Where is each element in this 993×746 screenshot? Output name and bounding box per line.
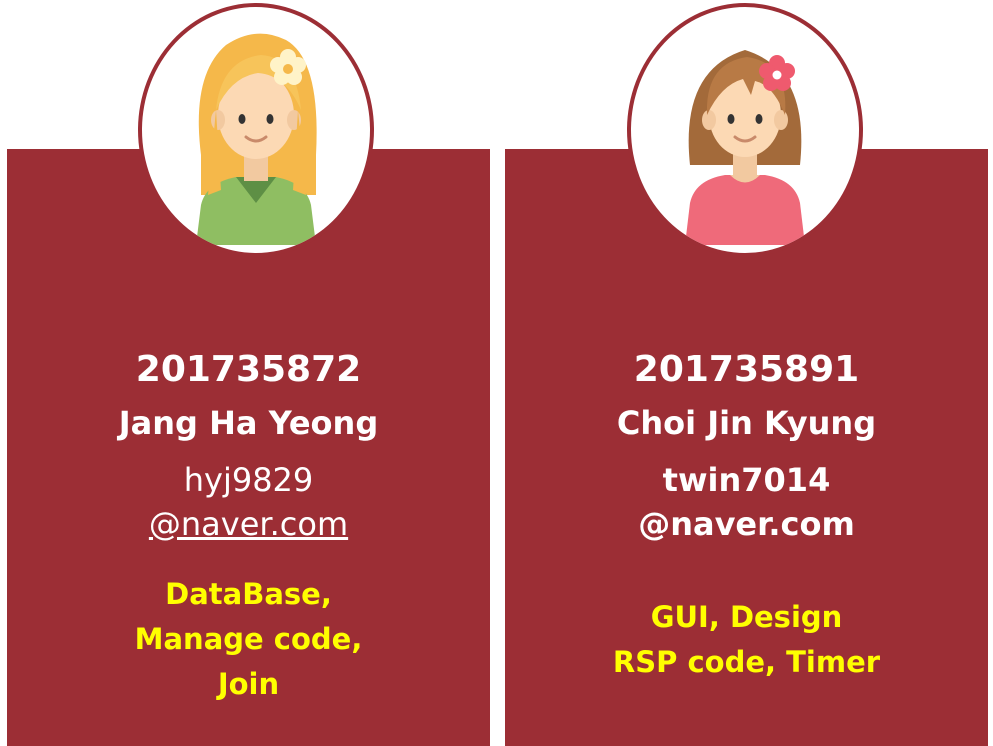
role-line: DataBase, bbox=[165, 577, 332, 611]
email-domain-link[interactable]: @naver.com bbox=[148, 505, 349, 543]
email-domain: @naver.com bbox=[638, 505, 855, 543]
avatar bbox=[138, 3, 374, 257]
email-user: hyj9829 bbox=[183, 461, 314, 499]
role-line: GUI, Design bbox=[650, 600, 843, 634]
girl-brunette-flower-avatar-icon bbox=[685, 50, 805, 245]
girl-blonde-flower-avatar-icon bbox=[196, 33, 317, 245]
role-line: Join bbox=[217, 667, 280, 701]
member-name: Choi Jin Kyung bbox=[616, 404, 877, 442]
role-line: RSP code, Timer bbox=[612, 645, 881, 679]
role-line: Manage code, bbox=[134, 622, 363, 656]
member-name: Jang Ha Yeong bbox=[118, 404, 379, 442]
email-user: twin7014 bbox=[662, 461, 831, 499]
avatar bbox=[627, 3, 863, 257]
student-id: 201735891 bbox=[633, 349, 860, 390]
student-id: 201735872 bbox=[135, 349, 362, 390]
